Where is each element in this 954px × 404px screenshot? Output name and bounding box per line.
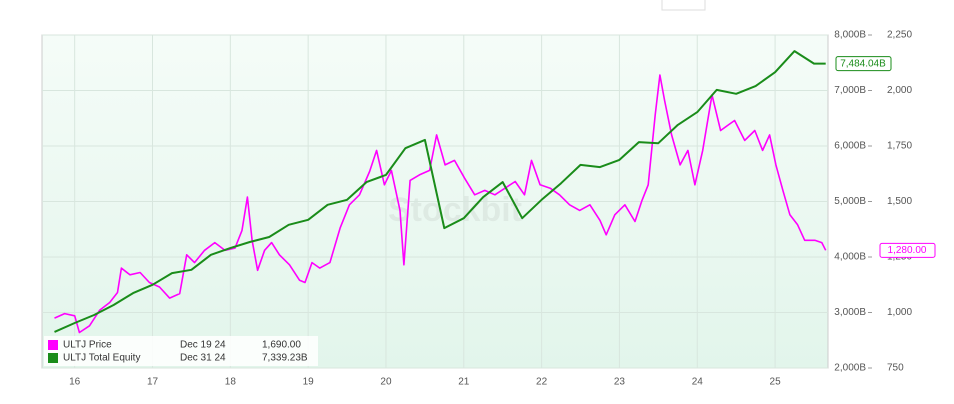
legend-swatch (48, 340, 58, 350)
top-box (661, 0, 706, 11)
last-value-box (835, 56, 892, 72)
y2-tick-label: 1,750 (887, 141, 912, 152)
x-tick-label: 16 (69, 377, 81, 388)
x-tick-label: 19 (303, 377, 315, 388)
legend-value: 7,339.23B (262, 353, 308, 364)
y2-tick-label: 1,000 (887, 307, 912, 318)
y2-tick-label: 1,500 (887, 196, 912, 207)
y2-tick-label: 2,250 (887, 30, 912, 41)
legend-date: Dec 31 24 (180, 353, 226, 364)
legend: ULTJ Price Dec 19 24 1,690.00 ULTJ Total Eq… (44, 336, 318, 366)
legend-box (44, 336, 318, 366)
x-tick-label: 22 (536, 377, 548, 388)
y-tick-label: 7,000B (834, 85, 866, 96)
legend-date: Dec 19 24 (180, 340, 226, 351)
y-tick-label: 2,000B (834, 363, 866, 374)
y-tick-label: 8,000B (834, 30, 866, 41)
last-value-label: 7,484.04B (840, 58, 886, 69)
lines (54, 50, 827, 334)
last-value-label: 1,280.00 (888, 245, 927, 256)
x-tick-label: 20 (380, 377, 392, 388)
x-tick-label: 24 (692, 377, 704, 388)
x-tick-label: 23 (614, 377, 626, 388)
y-tick-label: 4,000B (834, 252, 866, 263)
legend-swatch (48, 353, 58, 363)
y2-tick-label: 750 (887, 363, 904, 374)
series-line (54, 74, 827, 334)
x-tick-label: 17 (147, 377, 159, 388)
series-line (54, 50, 826, 333)
last-value-box (879, 242, 936, 258)
legend-name: ULTJ Price (63, 340, 112, 351)
x-tick-label: 21 (458, 377, 470, 388)
x-tick-label: 25 (770, 377, 782, 388)
y-tick-label: 3,000B (834, 307, 866, 318)
y-tick-label: 5,000B (834, 196, 866, 207)
legend-name: ULTJ Total Equity (63, 353, 140, 364)
y-tick-label: 6,000B (834, 141, 866, 152)
x-tick-label: 18 (225, 377, 237, 388)
legend-value: 1,690.00 (262, 340, 301, 351)
y2-tick-label: 2,000 (887, 85, 912, 96)
